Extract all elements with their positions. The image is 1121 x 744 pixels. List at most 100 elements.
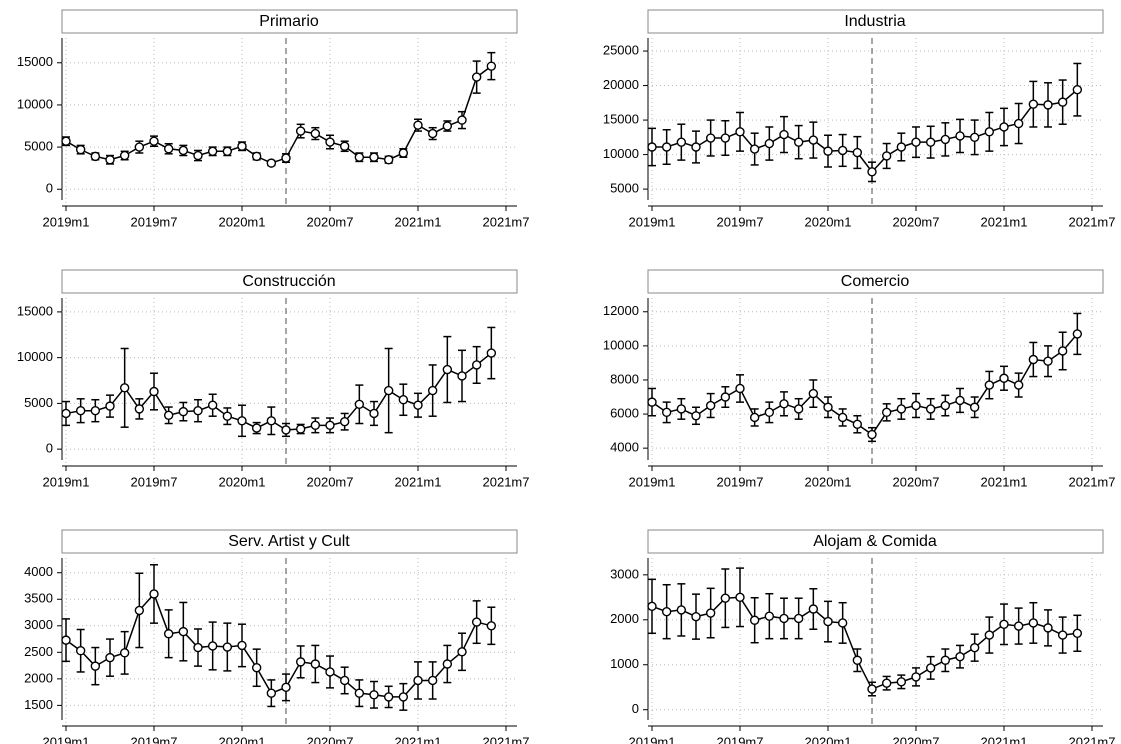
x-tick-label: 2021m1 — [395, 214, 442, 229]
point — [676, 137, 687, 147]
y-tick-label: 2000 — [24, 670, 53, 685]
point — [940, 655, 951, 665]
x-tick-label: 2019m1 — [43, 474, 90, 489]
y-tick-label: 2000 — [610, 611, 639, 626]
point — [105, 652, 115, 663]
point — [486, 348, 497, 358]
point — [852, 147, 863, 158]
y-tick-label: 2500 — [24, 644, 53, 659]
point — [940, 400, 951, 411]
point — [354, 399, 365, 410]
x-tick-label: 2021m7 — [483, 474, 530, 489]
x-tick-label: 2021m7 — [1069, 214, 1116, 229]
point — [837, 412, 848, 423]
point — [984, 380, 995, 390]
point — [383, 692, 394, 702]
panel-title: Alojam & Comida — [813, 533, 937, 550]
point — [676, 605, 687, 615]
point — [749, 144, 760, 154]
point — [398, 148, 409, 158]
panel: Industria 5000 10000 15000 20000 25000 2019m1 2… — [603, 9, 1116, 229]
point — [266, 158, 277, 168]
point — [969, 132, 980, 143]
point — [911, 137, 921, 147]
point — [442, 659, 453, 669]
point — [383, 385, 394, 396]
point — [735, 592, 745, 603]
y-tick-label: 10000 — [17, 349, 53, 364]
y-tick-label: 10000 — [603, 337, 639, 352]
point — [486, 621, 497, 631]
point — [119, 150, 130, 161]
x-tick-label: 2020m1 — [219, 214, 266, 229]
point — [1072, 628, 1083, 638]
point — [427, 128, 438, 139]
x-tick-label: 2020m7 — [307, 474, 354, 489]
panel-title: Construcción — [242, 273, 335, 290]
x-tick-label: 2019m7 — [131, 474, 178, 489]
y-tick-label: 4000 — [610, 440, 639, 455]
x-tick-label: 2020m1 — [219, 734, 266, 744]
point — [1013, 118, 1024, 129]
point — [896, 677, 907, 687]
point — [281, 153, 291, 163]
point — [984, 630, 995, 640]
point — [720, 133, 731, 143]
y-tick-label: 20000 — [603, 77, 639, 92]
point — [735, 127, 745, 137]
point — [911, 400, 921, 411]
y-tick-label: 3500 — [24, 591, 53, 606]
point — [749, 615, 760, 625]
x-tick-label: 2021m1 — [981, 214, 1028, 229]
point — [427, 675, 438, 686]
point — [471, 617, 482, 627]
point — [222, 642, 233, 652]
point — [237, 640, 247, 651]
point — [295, 424, 306, 434]
point — [442, 364, 453, 375]
point — [793, 137, 804, 147]
point — [61, 635, 71, 645]
point — [369, 408, 379, 419]
point — [134, 605, 145, 616]
point — [90, 406, 101, 416]
panel: Primario 0 5000 10000 15000 2019m1 2019m7 2020m… — [17, 9, 529, 229]
point — [969, 642, 980, 653]
point — [90, 661, 101, 671]
point — [881, 151, 892, 161]
point — [955, 395, 965, 406]
point — [881, 678, 892, 688]
point — [325, 667, 335, 677]
point — [61, 408, 71, 419]
title-box — [61, 9, 518, 34]
point — [1013, 380, 1024, 390]
panel: Comercio 4000 6000 8000 10000 12000 2019m1 2019… — [603, 269, 1116, 489]
title-box — [647, 9, 1104, 34]
point — [207, 400, 218, 410]
point — [647, 142, 657, 152]
point — [163, 629, 174, 639]
point — [149, 589, 159, 599]
point — [837, 618, 848, 628]
x-tick-label: 2021m7 — [483, 734, 530, 744]
x-tick-label: 2021m1 — [395, 474, 442, 489]
point — [134, 142, 145, 152]
point — [222, 411, 233, 421]
y-tick-label: 15000 — [17, 303, 53, 318]
point — [75, 646, 86, 656]
y-tick-label: 0 — [46, 441, 53, 456]
point — [310, 128, 321, 139]
y-tick-label: 5000 — [610, 181, 639, 196]
point — [999, 619, 1009, 629]
point — [691, 411, 701, 421]
point — [163, 410, 174, 420]
point — [163, 144, 174, 154]
point — [61, 136, 71, 146]
panel-title: Industria — [844, 13, 905, 30]
series-line — [651, 596, 1078, 690]
x-tick-label: 2021m7 — [1069, 474, 1116, 489]
point — [647, 397, 657, 407]
point — [295, 657, 306, 667]
point — [720, 392, 731, 402]
